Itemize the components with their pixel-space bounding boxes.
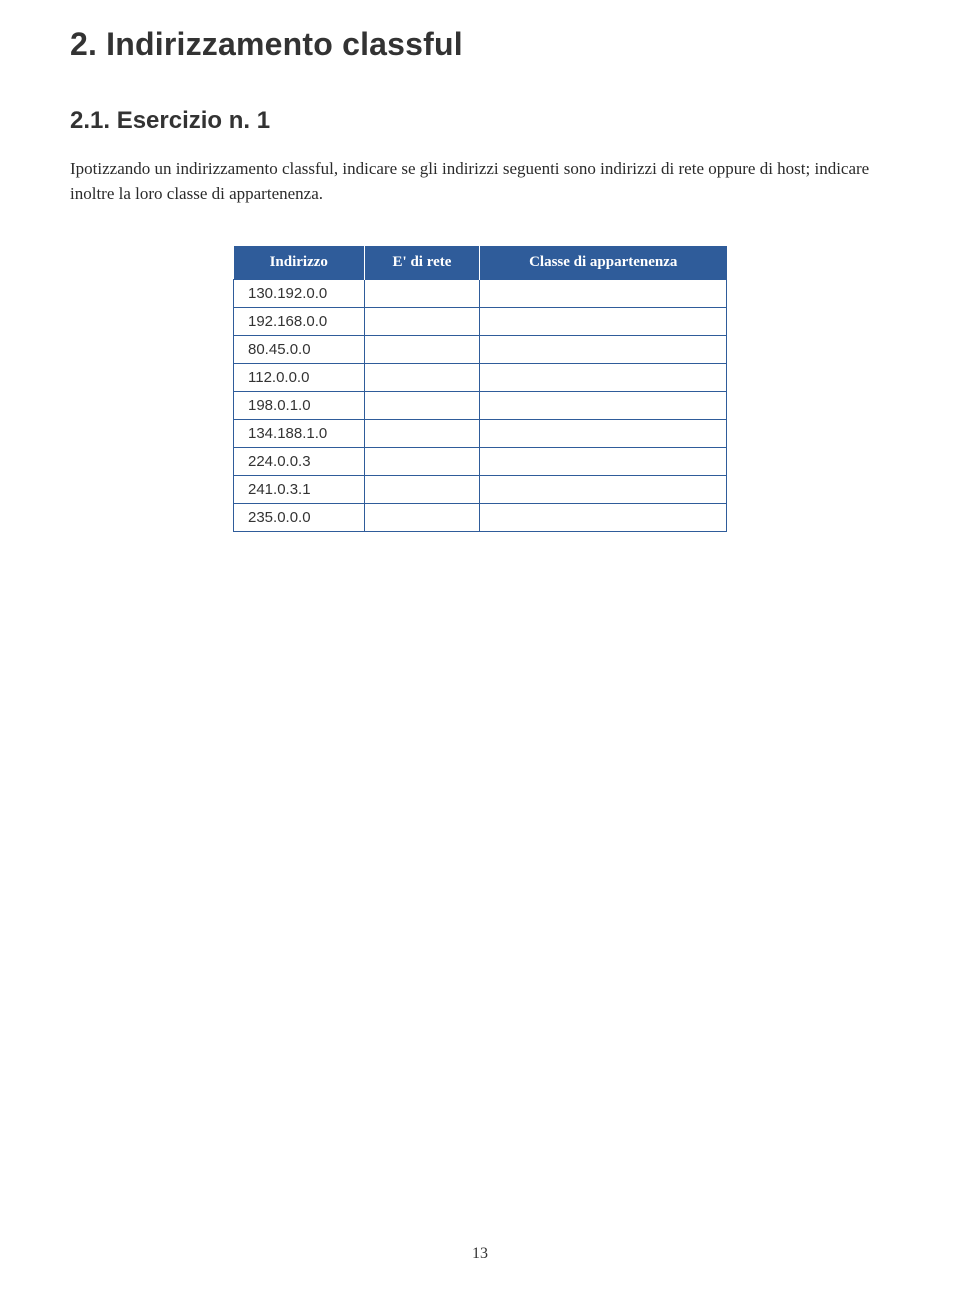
cell-class — [480, 336, 727, 364]
cell-class — [480, 280, 727, 308]
cell-is-rete — [365, 336, 480, 364]
table-row: 130.192.0.0 — [234, 280, 727, 308]
table-row: 80.45.0.0 — [234, 336, 727, 364]
cell-class — [480, 392, 727, 420]
table-body: 130.192.0.0 192.168.0.0 80.45.0.0 112.0.… — [234, 280, 727, 532]
table-row: 198.0.1.0 — [234, 392, 727, 420]
cell-is-rete — [365, 392, 480, 420]
cell-address: 235.0.0.0 — [234, 504, 365, 532]
cell-address: 192.168.0.0 — [234, 308, 365, 336]
col-header-indirizzo: Indirizzo — [234, 246, 365, 280]
cell-is-rete — [365, 420, 480, 448]
cell-address: 134.188.1.0 — [234, 420, 365, 448]
page: 2. Indirizzamento classful 2.1. Esercizi… — [0, 0, 960, 1303]
col-header-classe: Classe di appartenenza — [480, 246, 727, 280]
table-row: 224.0.0.3 — [234, 448, 727, 476]
page-number: 13 — [0, 1245, 960, 1263]
cell-class — [480, 420, 727, 448]
cell-class — [480, 504, 727, 532]
cell-address: 224.0.0.3 — [234, 448, 365, 476]
cell-address: 130.192.0.0 — [234, 280, 365, 308]
cell-address: 112.0.0.0 — [234, 364, 365, 392]
table-row: 241.0.3.1 — [234, 476, 727, 504]
col-header-e-di-rete: E' di rete — [365, 246, 480, 280]
cell-is-rete — [365, 308, 480, 336]
cell-is-rete — [365, 504, 480, 532]
cell-class — [480, 364, 727, 392]
exercise-table: Indirizzo E' di rete Classe di appartene… — [233, 246, 727, 532]
table-row: 112.0.0.0 — [234, 364, 727, 392]
table-row: 192.168.0.0 — [234, 308, 727, 336]
cell-class — [480, 476, 727, 504]
cell-address: 80.45.0.0 — [234, 336, 365, 364]
exercise-paragraph: Ipotizzando un indirizzamento classful, … — [70, 157, 890, 206]
cell-is-rete — [365, 476, 480, 504]
table-head: Indirizzo E' di rete Classe di appartene… — [234, 246, 727, 280]
table-row: 134.188.1.0 — [234, 420, 727, 448]
cell-class — [480, 308, 727, 336]
table-container: Indirizzo E' di rete Classe di appartene… — [70, 246, 890, 532]
cell-address: 198.0.1.0 — [234, 392, 365, 420]
cell-address: 241.0.3.1 — [234, 476, 365, 504]
table-header-row: Indirizzo E' di rete Classe di appartene… — [234, 246, 727, 280]
chapter-title: 2. Indirizzamento classful — [70, 26, 890, 63]
cell-class — [480, 448, 727, 476]
cell-is-rete — [365, 280, 480, 308]
cell-is-rete — [365, 448, 480, 476]
cell-is-rete — [365, 364, 480, 392]
table-row: 235.0.0.0 — [234, 504, 727, 532]
section-title: 2.1. Esercizio n. 1 — [70, 107, 890, 135]
